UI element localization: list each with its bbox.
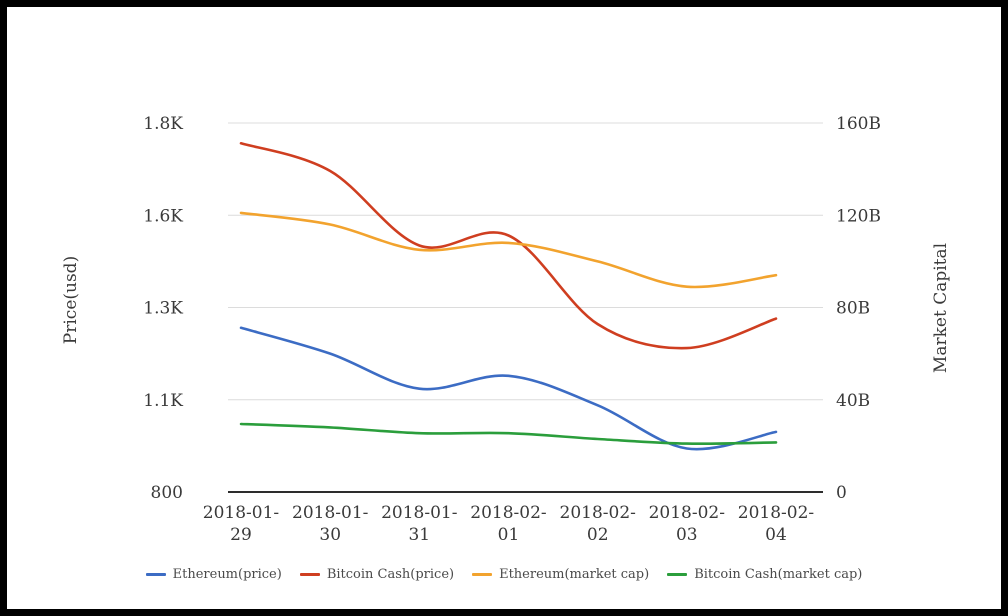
x-axis-tick-label: 2018-02-03 <box>649 503 725 545</box>
legend-item-bitcoin-cash-price[interactable]: Bitcoin Cash(price) <box>299 567 455 582</box>
y-axis-left-title: Price(usd) <box>61 255 81 345</box>
series-line-ethereum-price <box>239 326 778 451</box>
x-axis-tick-label: 2018-01-29 <box>203 503 279 545</box>
x-axis-tick-label: 2018-01-30 <box>292 503 368 545</box>
legend-item-bitcoin-cash-market-cap[interactable]: Bitcoin Cash(market cap) <box>667 567 862 582</box>
y-axis-right-tick-label: 40B <box>836 391 870 411</box>
y-axis-left-tick-label: 1.8K <box>143 114 183 134</box>
legend-item-ethereum-price[interactable]: Ethereum(price) <box>145 567 282 582</box>
y-axis-left-tick-label: 800 <box>151 483 183 503</box>
y-axis-right-tick-label: 160B <box>836 114 881 134</box>
legend-label: Ethereum(market cap) <box>499 567 650 582</box>
series-line-bitcoin-cash-market-cap <box>239 422 778 445</box>
y-axis-left-tick-label: 1.1K <box>143 391 183 411</box>
y-axis-right-title: Market Capital <box>931 242 951 374</box>
y-axis-right-tick-label: 80B <box>836 299 870 319</box>
y-axis-left-tick-label: 1.6K <box>143 206 183 226</box>
legend-marker-line <box>472 573 493 576</box>
legend-item-ethereum-market-cap[interactable]: Ethereum(market cap) <box>472 567 649 582</box>
legend-marker-line <box>667 573 688 576</box>
legend-label: Ethereum(price) <box>172 567 282 582</box>
y-axis-left-tick-label: 1.3K <box>143 299 183 319</box>
legend-marker-line <box>299 573 320 576</box>
y-axis-right-tick-label: 120B <box>836 206 881 226</box>
x-axis-tick-label: 2018-01-31 <box>381 503 457 545</box>
series-line-bitcoin-cash-price <box>239 142 778 350</box>
y-axis-right-tick-label: 0 <box>836 483 847 503</box>
x-axis-tick-label: 2018-02-01 <box>470 503 546 545</box>
legend-label: Bitcoin Cash(price) <box>326 567 455 582</box>
legend-label: Bitcoin Cash(market cap) <box>694 567 863 582</box>
chart-legend: Ethereum(price) Bitcoin Cash(price) Ethere… <box>7 567 1001 582</box>
x-axis-tick-label: 2018-02-02 <box>560 503 636 545</box>
line-chart: 800 1.1K 1.3K 1.6K 1.8K 0 40B 80B 120B 160B 2018-0… <box>143 114 881 545</box>
x-axis-tick-label: 2018-02-04 <box>738 503 814 545</box>
legend-marker-line <box>145 573 166 576</box>
series-line-ethereum-market-cap <box>239 211 778 289</box>
